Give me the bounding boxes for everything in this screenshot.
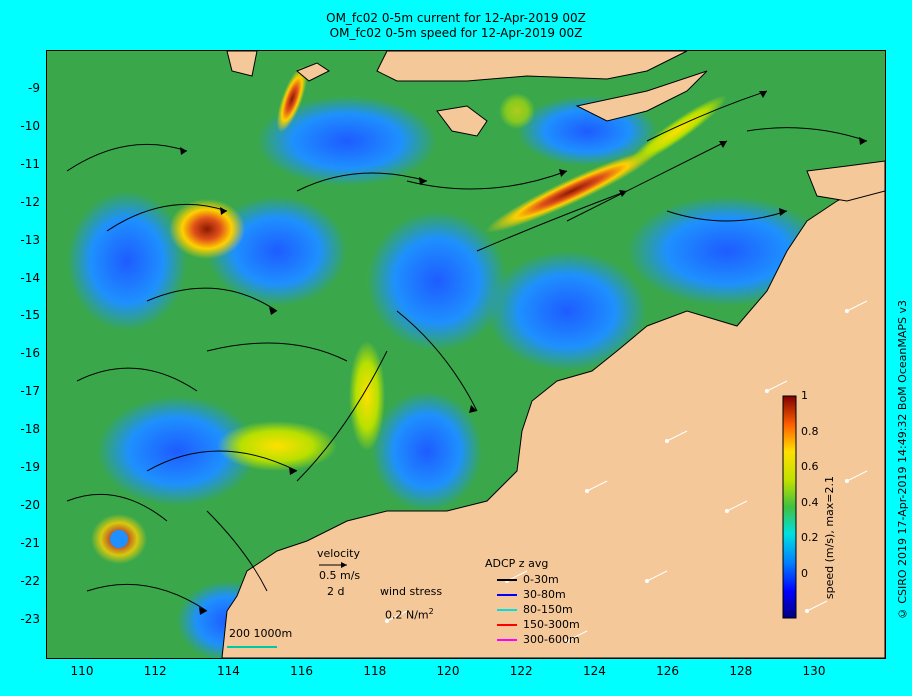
adcp-row-label: 300-600m: [523, 633, 580, 646]
speed-colorbar: [782, 395, 797, 619]
longitude-tick: 114: [216, 664, 240, 678]
latitude-tick: -23: [20, 611, 40, 626]
adcp-legend-row: 300-600m: [497, 633, 580, 646]
adcp-legend-row: 150-300m: [497, 618, 580, 631]
credit-text: © CSIRO 2019 17-Apr-2019 14:49:32 BoM Oc…: [896, 300, 909, 621]
latitude-tick: -19: [20, 460, 40, 474]
adcp-arrow-icon: [497, 639, 517, 641]
adcp-row-label: 0-30m: [523, 573, 559, 586]
adcp-arrow-icon: [497, 579, 517, 581]
colorbar-label: speed (m/s), max=2.1: [823, 476, 836, 600]
latitude-tick: -17: [20, 384, 40, 399]
land-masses: [221, 51, 885, 658]
wind-legend-value: 0.2 N/m2: [385, 607, 434, 622]
longitude-tick: 130: [802, 664, 826, 678]
longitude-tick: 116: [290, 664, 314, 678]
latitude-tick: -16: [20, 346, 40, 361]
current-arrow-heads: [180, 91, 867, 615]
longitude-tick: 126: [656, 664, 680, 678]
longitude-tick: 112: [143, 664, 167, 678]
colorbar-tick: 0.8: [801, 424, 819, 438]
latitude-tick: -21: [20, 535, 40, 550]
latitude-tick: -20: [20, 497, 40, 512]
ocean-map: velocity 0.5 m/s 2 d wind stress 0.2 N/m…: [46, 50, 886, 659]
current-vectors: [66, 90, 868, 612]
adcp-arrow-icon: [497, 609, 517, 611]
adcp-legend-row: 80-150m: [497, 603, 573, 616]
latitude-tick: -10: [20, 118, 40, 133]
latitude-tick: -22: [20, 573, 40, 588]
latitude-tick: -18: [20, 422, 40, 437]
latitude-tick: -12: [20, 194, 40, 209]
adcp-legend-row: 0-30m: [497, 573, 559, 586]
longitude-tick: 122: [509, 664, 533, 678]
map-title-current: OM_fc02 0-5m current for 12-Apr-2019 00Z: [326, 11, 586, 25]
latitude-tick: -13: [20, 232, 40, 247]
longitude-tick: 128: [729, 664, 753, 678]
velocity-legend-arrow: [319, 562, 347, 568]
adcp-legend-row: 30-80m: [497, 588, 566, 601]
ocean-map-canvas: [66, 51, 885, 658]
adcp-row-label: 80-150m: [523, 603, 573, 616]
colorbar-tick: 1: [801, 389, 808, 402]
colorbar-tick: 0.2: [801, 531, 819, 544]
longitude-tick: 118: [363, 664, 387, 678]
adcp-arrow-icon: [497, 624, 517, 626]
adcp-arrow-icon: [497, 594, 517, 596]
wind-legend-title: wind stress: [380, 585, 443, 598]
latitude-tick: -9: [28, 81, 40, 95]
map-title-speed: OM_fc02 0-5m speed for 12-Apr-2019 00Z: [329, 26, 583, 40]
latitude-tick: -14: [20, 270, 40, 285]
adcp-legend-title: ADCP z avg: [485, 557, 549, 570]
adcp-row-label: 30-80m: [523, 588, 566, 601]
colorbar-tick: 0.6: [801, 460, 819, 473]
longitude-tick: 120: [436, 664, 460, 678]
adcp-row-label: 150-300m: [523, 618, 580, 631]
velocity-legend-duration: 2 d: [327, 585, 345, 598]
wind-stress-vectors: [385, 300, 868, 643]
velocity-legend-speed: 0.5 m/s: [319, 569, 361, 582]
latitude-tick: -15: [20, 308, 40, 323]
colorbar-tick: 0.4: [801, 495, 819, 509]
longitude-tick: 110: [70, 664, 94, 678]
scale-bar-label: 200 1000m: [229, 627, 293, 640]
longitude-tick: 124: [582, 664, 606, 678]
colorbar-tick: 0: [801, 566, 808, 580]
velocity-legend-title: velocity: [317, 547, 360, 560]
latitude-tick: -11: [20, 156, 40, 171]
